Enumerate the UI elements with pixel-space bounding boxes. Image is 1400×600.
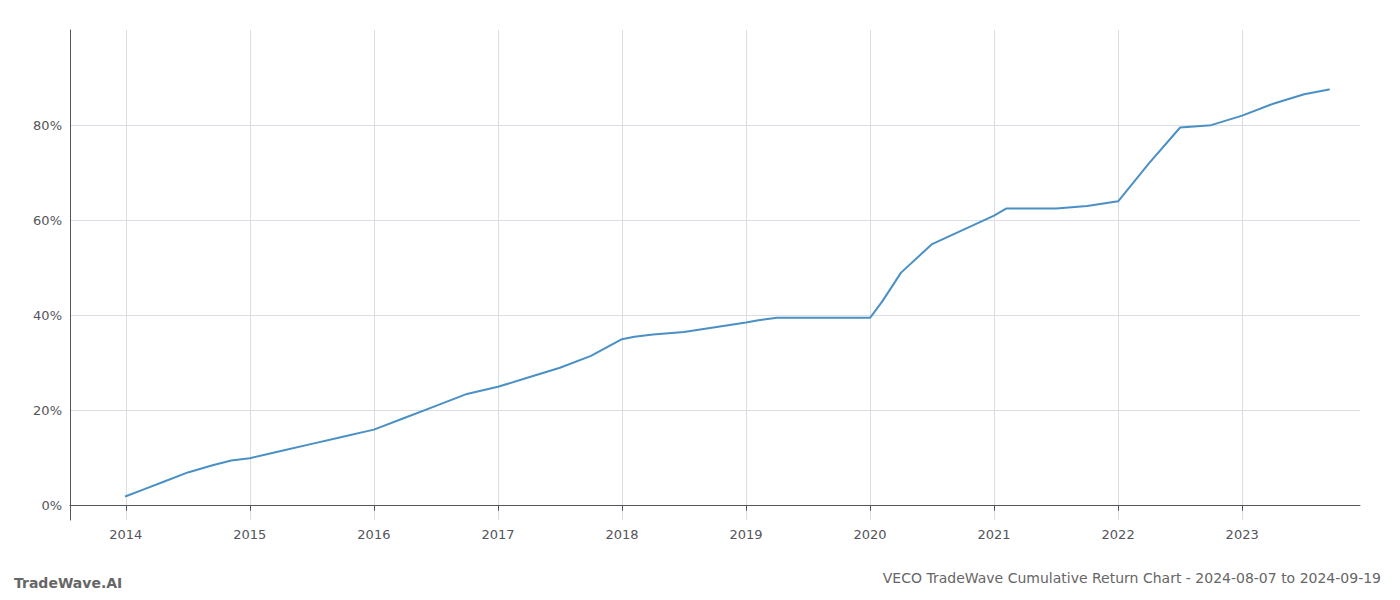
- svg-text:2016: 2016: [357, 527, 390, 542]
- svg-text:2021: 2021: [978, 527, 1011, 542]
- svg-text:2014: 2014: [109, 527, 142, 542]
- svg-text:60%: 60%: [33, 213, 62, 228]
- svg-text:80%: 80%: [33, 118, 62, 133]
- svg-text:0%: 0%: [41, 498, 62, 513]
- svg-text:VECO TradeWave Cumulative Retu: VECO TradeWave Cumulative Return Chart -…: [883, 570, 1381, 586]
- svg-text:2017: 2017: [481, 527, 514, 542]
- svg-text:2018: 2018: [605, 527, 638, 542]
- svg-text:2020: 2020: [854, 527, 887, 542]
- svg-text:2015: 2015: [233, 527, 266, 542]
- svg-text:40%: 40%: [33, 308, 62, 323]
- svg-text:20%: 20%: [33, 403, 62, 418]
- svg-text:2022: 2022: [1102, 527, 1135, 542]
- svg-text:2019: 2019: [729, 527, 762, 542]
- svg-text:TradeWave.AI: TradeWave.AI: [14, 575, 122, 591]
- svg-text:2023: 2023: [1226, 527, 1259, 542]
